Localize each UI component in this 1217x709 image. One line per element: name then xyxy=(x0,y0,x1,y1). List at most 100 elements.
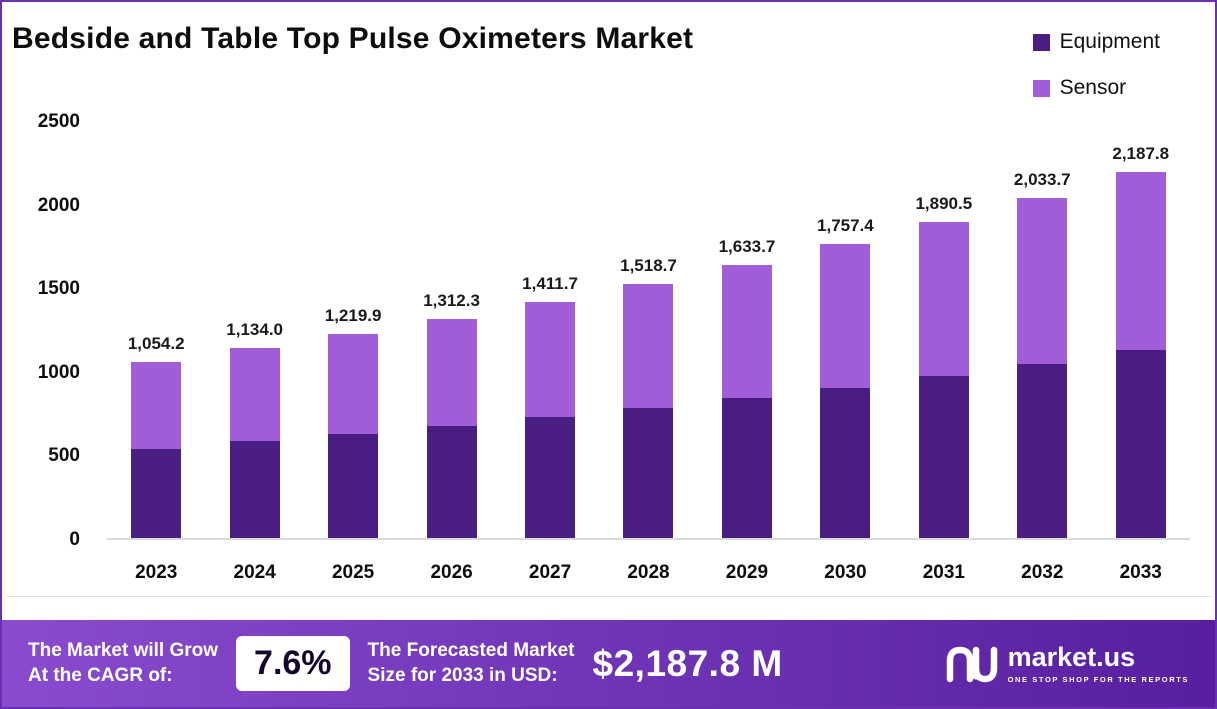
equipment-segment xyxy=(721,397,772,538)
bar-2024 xyxy=(229,348,280,538)
bar-column-2025: 1,219.9 2025 xyxy=(304,120,402,583)
x-axis-label: 2026 xyxy=(430,562,473,583)
chart-header: Bedside and Table Top Pulse Oximeters Ma… xyxy=(2,2,1215,120)
bar-value-label: 1,134.0 xyxy=(226,320,284,340)
y-axis: 0 500 1000 1500 2000 2500 xyxy=(17,111,92,550)
forecast-value: $2,187.8 M xyxy=(592,642,783,684)
sensor-segment xyxy=(426,318,477,427)
legend-label-sensor: Sensor xyxy=(1059,76,1127,99)
bar-column-2030: 1,757.4 2030 xyxy=(796,120,894,583)
x-axis-label: 2029 xyxy=(725,562,769,583)
sensor-swatch-icon xyxy=(1032,79,1050,97)
bar-value-label: 1,219.9 xyxy=(324,306,382,326)
bar-column-2024: 1,134.0 2024 xyxy=(205,120,303,583)
brand-text: market.us ONE STOP SHOP FOR THE REPORTS xyxy=(1007,641,1189,684)
bar-column-2032: 2,033.7 2032 xyxy=(993,120,1091,583)
equipment-segment xyxy=(820,387,871,538)
cagr-label: The Market will Grow At the CAGR of: xyxy=(28,639,218,688)
x-axis-label: 2030 xyxy=(824,562,867,583)
cagr-value-badge: 7.6% xyxy=(236,636,350,691)
legend: Equipment Sensor xyxy=(1032,30,1160,100)
equipment-segment xyxy=(131,448,182,538)
bar-value-label: 1,633.7 xyxy=(718,236,776,256)
bar-value-label: 1,518.7 xyxy=(620,256,677,276)
bar-value-label: 2,033.7 xyxy=(1013,169,1071,189)
x-axis-label: 2028 xyxy=(627,562,670,583)
bar-column-2028: 1,518.7 2028 xyxy=(599,120,697,583)
bar-2026 xyxy=(426,318,477,538)
legend-label-equipment: Equipment xyxy=(1059,30,1160,53)
legend-item-sensor: Sensor xyxy=(1032,76,1160,100)
sensor-segment xyxy=(1115,172,1166,351)
equipment-segment xyxy=(623,407,674,538)
y-axis-tick: 1500 xyxy=(37,278,80,300)
bar-value-label: 1,757.4 xyxy=(817,216,874,236)
forecast-label: The Forecasted Market Size for 2033 in U… xyxy=(368,639,575,688)
bar-2033 xyxy=(1115,172,1166,538)
equipment-segment xyxy=(525,417,576,538)
x-axis-label: 2025 xyxy=(331,562,375,583)
bar-column-2026: 1,312.3 2026 xyxy=(402,120,500,583)
divider-line xyxy=(6,596,1211,597)
sensor-segment xyxy=(918,221,969,377)
legend-item-equipment: Equipment xyxy=(1032,30,1160,54)
bar-2028 xyxy=(623,284,674,538)
brand-group: market.us ONE STOP SHOP FOR THE REPORTS xyxy=(946,641,1189,684)
equipment-swatch-icon xyxy=(1032,33,1050,51)
equipment-segment xyxy=(918,376,969,538)
forecast-label-line1: The Forecasted Market xyxy=(367,639,575,661)
marketus-logo-icon xyxy=(946,646,997,682)
sensor-segment xyxy=(328,334,379,435)
bar-value-label: 1,054.2 xyxy=(127,333,185,353)
x-axis-label: 2033 xyxy=(1119,562,1162,583)
bottom-banner: The Market will Grow At the CAGR of: 7.6… xyxy=(2,620,1215,707)
equipment-segment xyxy=(229,441,280,538)
bar-2027 xyxy=(525,301,576,538)
sensor-segment xyxy=(229,348,280,442)
cagr-label-line1: The Market will Grow xyxy=(28,639,219,661)
brand-tagline: ONE STOP SHOP FOR THE REPORTS xyxy=(1007,674,1189,684)
y-axis-tick: 2000 xyxy=(37,194,80,216)
sensor-segment xyxy=(1017,197,1068,365)
bar-2029 xyxy=(721,264,772,538)
bar-value-label: 2,187.8 xyxy=(1112,144,1170,164)
sensor-segment xyxy=(623,284,674,408)
bar-column-2029: 1,633.7 2029 xyxy=(698,120,796,583)
x-axis-label: 2031 xyxy=(922,562,965,583)
bar-column-2031: 1,890.5 2031 xyxy=(895,120,993,583)
y-axis-tick: 0 xyxy=(69,529,80,550)
bar-2025 xyxy=(328,334,379,538)
y-axis-tick: 1000 xyxy=(37,361,80,383)
y-axis-tick: 2500 xyxy=(37,111,80,132)
sensor-segment xyxy=(131,361,182,449)
bar-column-2033: 2,187.8 2033 xyxy=(1092,120,1190,583)
equipment-segment xyxy=(426,426,477,538)
sensor-segment xyxy=(820,244,871,388)
plot-region: 0 500 1000 1500 2000 2500 1,054.2 2023 1,134.0 2… xyxy=(38,111,1190,583)
sensor-segment xyxy=(721,264,772,398)
bar-column-2023: 1,054.2 2023 xyxy=(107,120,205,583)
chart-title: Bedside and Table Top Pulse Oximeters Ma… xyxy=(12,22,694,55)
cagr-label-line2: At the CAGR of: xyxy=(28,664,173,686)
x-axis-label: 2024 xyxy=(233,562,276,583)
x-axis-label: 2027 xyxy=(528,562,572,583)
bar-value-label: 1,312.3 xyxy=(423,290,480,310)
sensor-segment xyxy=(525,301,576,418)
plot-area: 1,054.2 2023 1,134.0 2024 1,219.9 2025 1,312.3… xyxy=(107,120,1190,583)
bar-value-label: 1,411.7 xyxy=(522,273,578,293)
brand-name: market.us xyxy=(1007,641,1136,672)
equipment-segment xyxy=(328,434,379,538)
x-axis-label: 2023 xyxy=(135,562,178,583)
x-axis-label: 2032 xyxy=(1021,562,1064,583)
bar-2030 xyxy=(820,244,871,538)
forecast-label-line2: Size for 2033 in USD: xyxy=(367,664,558,686)
bar-column-2027: 1,411.7 2027 xyxy=(501,120,599,583)
bar-value-label: 1,890.5 xyxy=(915,193,973,213)
equipment-segment xyxy=(1017,364,1068,538)
y-axis-tick: 500 xyxy=(48,445,80,467)
bar-2031 xyxy=(918,221,969,538)
bar-2032 xyxy=(1017,197,1068,538)
bar-2023 xyxy=(131,361,182,538)
equipment-segment xyxy=(1115,350,1166,538)
